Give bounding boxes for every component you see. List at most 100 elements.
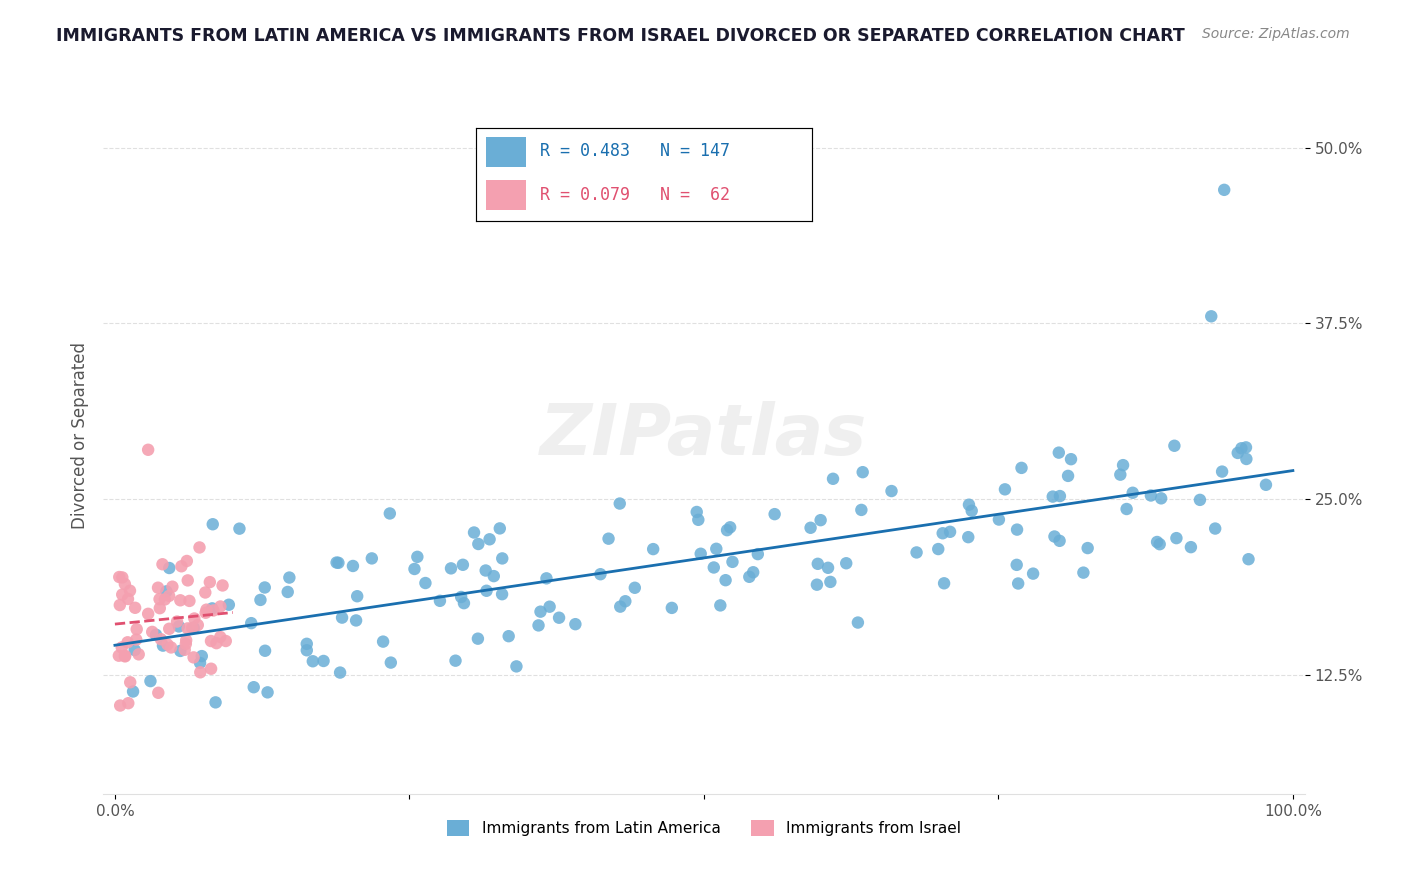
Immigrants from Latin America <box>1112 458 1135 472</box>
Immigrants from Latin America <box>747 547 769 561</box>
Immigrants from Latin America <box>810 513 832 527</box>
Immigrants from Latin America <box>1122 485 1144 500</box>
Immigrants from Israel <box>120 675 142 690</box>
Immigrants from Israel <box>114 649 136 664</box>
Immigrants from Latin America <box>548 611 571 625</box>
Immigrants from Latin America <box>1204 522 1226 536</box>
Immigrants from Latin America <box>249 593 271 607</box>
Immigrants from Israel <box>128 648 150 662</box>
Immigrants from Latin America <box>763 507 786 521</box>
Immigrants from Israel <box>198 575 221 590</box>
Immigrants from Israel <box>160 640 183 655</box>
Immigrants from Latin America <box>1077 541 1099 555</box>
Immigrants from Israel <box>179 594 201 608</box>
Immigrants from Latin America <box>703 560 725 574</box>
Immigrants from Latin America <box>806 577 828 591</box>
Immigrants from Israel <box>149 601 172 615</box>
Immigrants from Latin America <box>378 507 401 521</box>
Immigrants from Latin America <box>328 556 350 570</box>
Immigrants from Latin America <box>1254 478 1277 492</box>
Immigrants from Latin America <box>821 472 844 486</box>
Immigrants from Latin America <box>960 504 983 518</box>
Immigrants from Latin America <box>718 520 741 534</box>
Y-axis label: Divorced or Separated: Divorced or Separated <box>72 343 89 529</box>
Immigrants from Israel <box>194 606 217 620</box>
Immigrants from Latin America <box>450 590 472 604</box>
Immigrants from Israel <box>117 591 139 606</box>
Immigrants from Latin America <box>742 566 765 580</box>
Immigrants from Latin America <box>987 512 1010 526</box>
Immigrants from Israel <box>157 589 180 603</box>
Immigrants from Israel <box>117 696 139 710</box>
Immigrants from Latin America <box>1149 537 1171 551</box>
Immigrants from Israel <box>211 578 233 592</box>
Immigrants from Israel <box>108 598 131 612</box>
Immigrants from Latin America <box>204 695 226 709</box>
Immigrants from Latin America <box>800 521 823 535</box>
Immigrants from Latin America <box>360 551 382 566</box>
Immigrants from Latin America <box>1011 461 1033 475</box>
Immigrants from Latin America <box>475 583 498 598</box>
Immigrants from Latin America <box>1109 467 1132 482</box>
Immigrants from Israel <box>194 585 217 599</box>
Immigrants from Latin America <box>329 665 352 680</box>
Immigrants from Israel <box>108 648 131 663</box>
Immigrants from Latin America <box>851 503 873 517</box>
Immigrants from Latin America <box>1005 523 1028 537</box>
Immigrants from Latin America <box>488 521 510 535</box>
Immigrants from Latin America <box>242 680 264 694</box>
Immigrants from Israel <box>148 592 170 607</box>
Immigrants from Israel <box>188 665 211 680</box>
Immigrants from Latin America <box>817 561 839 575</box>
Immigrants from Latin America <box>474 564 496 578</box>
Immigrants from Latin America <box>505 659 527 673</box>
Immigrants from Latin America <box>1005 558 1028 572</box>
Immigrants from Latin America <box>1226 446 1249 460</box>
Immigrants from Latin America <box>994 483 1017 497</box>
Immigrants from Israel <box>108 698 131 713</box>
Immigrants from Israel <box>170 559 193 574</box>
Immigrants from Latin America <box>738 570 761 584</box>
Immigrants from Latin America <box>1234 441 1257 455</box>
Immigrants from Latin America <box>1060 452 1083 467</box>
Immigrants from Israel <box>114 577 136 591</box>
Immigrants from Israel <box>174 633 197 648</box>
Immigrants from Latin America <box>1140 488 1163 502</box>
Immigrants from Latin America <box>536 571 558 585</box>
Immigrants from Latin America <box>124 643 146 657</box>
Immigrants from Latin America <box>453 596 475 610</box>
Immigrants from Latin America <box>1007 576 1029 591</box>
Immigrants from Israel <box>173 642 195 657</box>
Immigrants from Latin America <box>498 629 520 643</box>
Immigrants from Israel <box>176 554 198 568</box>
Immigrants from Latin America <box>253 581 276 595</box>
Immigrants from Latin America <box>880 484 903 499</box>
Immigrants from Latin America <box>404 562 426 576</box>
Immigrants from Latin America <box>467 632 489 646</box>
Immigrants from Latin America <box>478 533 501 547</box>
Immigrants from Latin America <box>167 619 190 633</box>
Immigrants from Latin America <box>201 517 224 532</box>
Immigrants from Latin America <box>564 617 586 632</box>
Immigrants from Israel <box>136 607 159 621</box>
Immigrants from Latin America <box>254 644 277 658</box>
Immigrants from Latin America <box>371 634 394 648</box>
Immigrants from Latin America <box>1049 489 1071 503</box>
Text: IMMIGRANTS FROM LATIN AMERICA VS IMMIGRANTS FROM ISRAEL DIVORCED OR SEPARATED CO: IMMIGRANTS FROM LATIN AMERICA VS IMMIGRA… <box>56 27 1185 45</box>
Immigrants from Latin America <box>614 594 637 608</box>
Immigrants from Latin America <box>467 537 489 551</box>
Immigrants from Israel <box>114 648 136 663</box>
Immigrants from Latin America <box>491 587 513 601</box>
Immigrants from Latin America <box>122 684 145 698</box>
Immigrants from Israel <box>200 662 222 676</box>
Immigrants from Israel <box>209 599 232 614</box>
Immigrants from Latin America <box>169 644 191 658</box>
Immigrants from Latin America <box>157 561 180 575</box>
Immigrants from Latin America <box>1073 566 1095 580</box>
Immigrants from Israel <box>146 581 169 595</box>
Immigrants from Israel <box>111 588 134 602</box>
Immigrants from Israel <box>124 600 146 615</box>
Immigrants from Latin America <box>1180 540 1202 554</box>
Immigrants from Latin America <box>1237 552 1260 566</box>
Immigrants from Latin America <box>957 498 980 512</box>
